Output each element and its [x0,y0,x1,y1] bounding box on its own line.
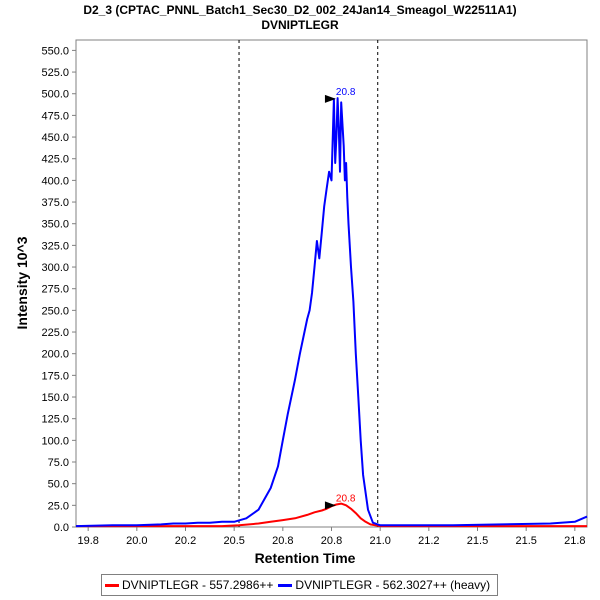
y-tick-label: 300.0 [41,262,69,274]
y-tick-label: 475.0 [41,110,69,122]
x-tick-label: 21.0 [369,535,390,547]
legend-item-light: DVNIPTLEGR - 557.2986++ [105,578,273,592]
y-tick-label: 425.0 [41,154,69,166]
y-tick-label: 450.0 [41,132,69,144]
legend-item-heavy: DVNIPTLEGR - 562.3027++ (heavy) [278,578,490,592]
plot-area [75,39,588,528]
y-tick-label: 250.0 [41,305,69,317]
y-tick-label: 375.0 [41,197,69,209]
y-tick-label: 150.0 [41,392,69,404]
series-line-1 [75,97,588,528]
y-axis: 0.0 25.0 50.0 75.0 100.0 125.0 150.0 175.0 200.0… [41,45,76,534]
y-tick-label: 200.0 [41,349,69,361]
legend-label-light: DVNIPTLEGR - 557.2986++ [122,578,274,592]
x-tick-label: 20.8 [321,535,342,547]
peak-label: 20.8 [336,493,356,504]
y-tick-label: 175.0 [41,370,69,382]
x-tick-label: 19.8 [77,535,98,547]
legend-label-heavy: DVNIPTLEGR - 562.3027++ (heavy) [295,578,491,592]
chart-subtitle: DVNIPTLEGR [261,18,339,32]
peak-label: 20.8 [336,87,356,98]
y-tick-label: 525.0 [41,67,69,79]
legend-swatch-blue [278,583,293,587]
y-tick-label: 50.0 [48,479,69,491]
peak-marker [324,94,336,103]
x-tick-label: 21.5 [467,535,488,547]
x-axis: 19.8 20.0 20.2 20.5 20.8 20.8 21.0 21.2 21.5 21.5… [77,527,586,547]
y-tick-label: 350.0 [41,219,69,231]
x-tick-label: 21.5 [515,535,536,547]
y-tick-label: 500.0 [41,89,69,101]
x-tick-label: 20.5 [223,535,244,547]
y-tick-label: 100.0 [41,435,69,447]
x-tick-label: 21.8 [564,535,585,547]
y-tick-label: 0.0 [54,522,69,534]
x-tick-label: 20.8 [272,535,293,547]
x-tick-label: 20.0 [126,535,147,547]
x-tick-label: 20.2 [175,535,196,547]
peak-annotations: 20.8 20.8 [324,87,356,510]
y-tick-label: 400.0 [41,175,69,187]
y-tick-label: 325.0 [41,240,69,252]
y-axis-label: Intensity 10^3 [14,236,30,329]
y-tick-label: 550.0 [41,45,69,57]
chart-title: D2_3 (CPTAC_PNNL_Batch1_Sec30_D2_002_24J… [83,3,517,17]
peak-marker [324,501,336,510]
legend-swatch-red [105,583,119,587]
x-axis-label: Retention Time [255,550,356,566]
y-tick-label: 225.0 [41,327,69,339]
y-tick-label: 275.0 [41,284,69,296]
x-tick-label: 21.2 [418,535,439,547]
y-tick-label: 75.0 [48,457,69,469]
y-tick-label: 25.0 [48,500,69,512]
legend: DVNIPTLEGR - 557.2986++ DVNIPTLEGR - 562… [101,574,498,596]
y-tick-label: 125.0 [41,414,69,426]
